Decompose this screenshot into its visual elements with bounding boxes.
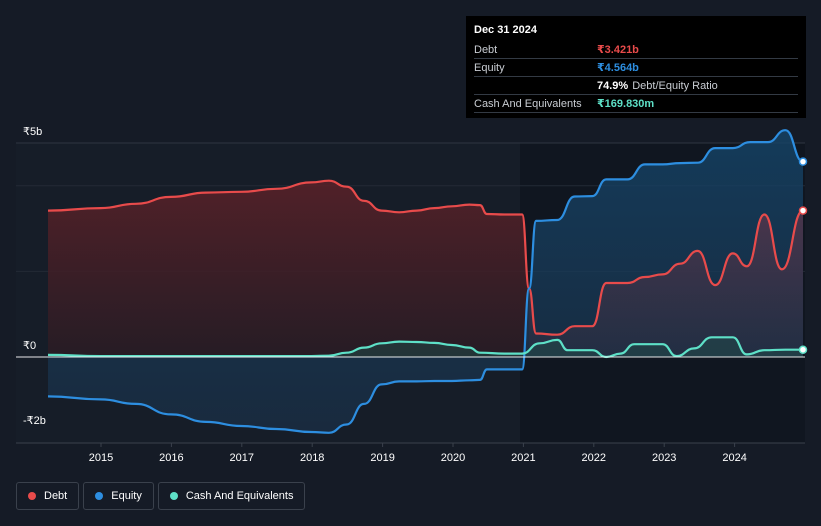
- tooltip-label: Equity: [474, 61, 505, 74]
- x-tick-label: 2022: [582, 452, 606, 464]
- tooltip-row-debt: Debt ₹3.421b: [474, 41, 798, 59]
- legend-label: Debt: [44, 490, 68, 502]
- tooltip-date: Dec 31 2024: [474, 24, 537, 36]
- x-tick-label: 2019: [370, 452, 394, 464]
- y-tick-label: ₹5b: [23, 126, 42, 138]
- legend-label: Equity: [111, 490, 142, 502]
- tooltip-row-cash: Cash And Equivalents ₹169.830m: [474, 95, 798, 113]
- tooltip-row-ratio: 74.9% Debt/Equity Ratio: [474, 77, 798, 95]
- debt-area-recent: [529, 210, 803, 357]
- equity-endpoint: [798, 157, 808, 166]
- x-tick-label: 2024: [722, 452, 746, 464]
- tooltip-label: Debt: [474, 43, 498, 56]
- legend-item-cash[interactable]: Cash And Equivalents: [157, 482, 306, 510]
- x-tick-label: 2017: [230, 452, 254, 464]
- chart-tooltip: Dec 31 2024 Debt ₹3.421b Equity ₹4.564b …: [466, 16, 806, 118]
- tooltip-value: ₹4.564b: [597, 62, 639, 74]
- debt-line: [47, 179, 804, 336]
- x-tick-label: 2015: [89, 452, 113, 464]
- chart-legend: Debt Equity Cash And Equivalents: [16, 482, 306, 510]
- cash-line: [47, 336, 803, 359]
- y-tick-label: ₹0: [23, 340, 36, 352]
- tooltip-value: 74.9%: [597, 79, 629, 92]
- equity-line: [47, 129, 804, 434]
- legend-dot-icon: [169, 492, 178, 500]
- tooltip-value: ₹169.830m: [597, 98, 655, 110]
- cash-area: [48, 337, 803, 357]
- legend-dot-icon: [95, 492, 104, 500]
- x-tick-label: 2016: [159, 452, 183, 464]
- x-tick-label: 2020: [441, 452, 465, 464]
- tooltip-label: Cash And Equivalents: [474, 97, 582, 110]
- cash-endpoint: [798, 345, 808, 354]
- tooltip-row-equity: Equity ₹4.564b: [474, 59, 798, 77]
- x-tick-label: 2023: [652, 452, 676, 464]
- x-tick-label: 2018: [300, 452, 324, 464]
- y-tick-label: -₹2b: [23, 415, 46, 427]
- tooltip-value: ₹3.421b: [597, 44, 639, 56]
- tooltip-extra: Debt/Equity Ratio: [632, 79, 718, 92]
- legend-dot-icon: [28, 492, 36, 500]
- legend-item-equity[interactable]: Equity: [83, 482, 154, 510]
- legend-item-debt[interactable]: Debt: [16, 482, 80, 510]
- x-tick-label: 2021: [511, 452, 535, 464]
- debt-endpoint: [798, 206, 808, 215]
- legend-label: Cash And Equivalents: [185, 490, 294, 502]
